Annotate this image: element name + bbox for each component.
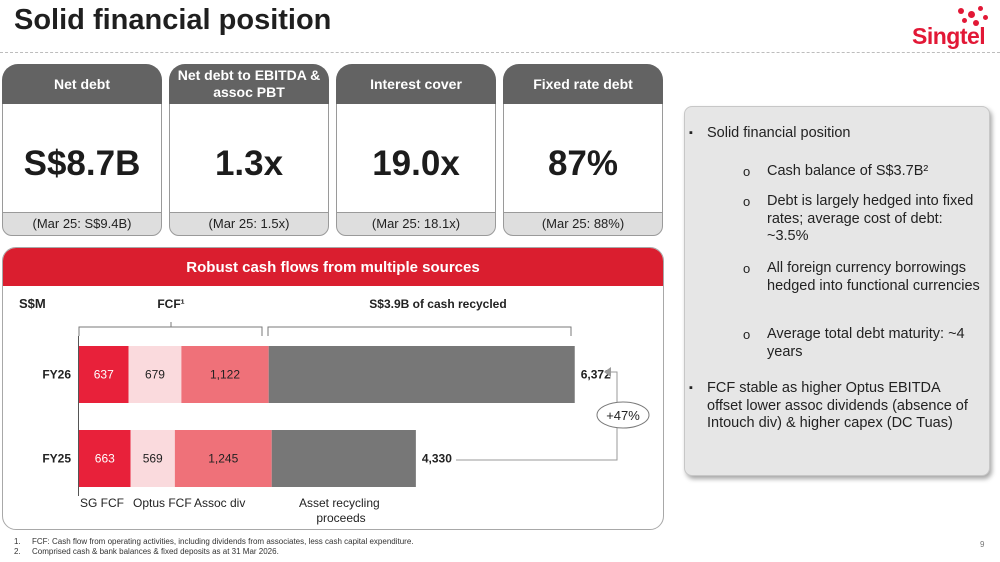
sub-bullet-item: o Cash balance of S$3.7B² (743, 163, 929, 179)
bar-value-label: 637 (94, 368, 114, 382)
kpi-card-fixed-rate-debt: Fixed rate debt 87% (Mar 25: 88%) (503, 64, 663, 236)
category-label: FY25 (42, 452, 71, 466)
bullet-square-icon: ▪ (689, 127, 693, 139)
cash-flow-panel-title: Robust cash flows from multiple sources (3, 248, 663, 286)
bullet-circle-icon: o (743, 261, 751, 276)
sub-bullet-item: o Average total debt maturity: ~4 years (743, 326, 965, 360)
bar-value-label: 663 (95, 452, 115, 466)
kpi-comparison: (Mar 25: S$9.4B) (2, 212, 162, 236)
bar-value-label: 1,245 (208, 452, 238, 466)
legend-assoc-div: Assoc div (194, 496, 245, 510)
bullet-circle-icon: o (743, 194, 751, 209)
kpi-value: 87% (503, 104, 663, 225)
kpi-label: Net debt to EBITDA & assoc PBT (169, 64, 329, 104)
kpi-card-net-debt-to-ebitda: Net debt to EBITDA & assoc PBT 1.3x (Mar… (169, 64, 329, 236)
legend-sg-fcf: SG FCF (80, 496, 124, 510)
footnotes: 1. FCF: Cash flow from operating activiti… (14, 537, 414, 557)
footnote: 2. Comprised cash & bank balances & fixed… (14, 547, 279, 556)
bar-segment (79, 430, 131, 487)
bar-segment (181, 346, 269, 403)
kpi-comparison: (Mar 25: 18.1x) (336, 212, 496, 236)
kpi-label: Interest cover (336, 64, 496, 104)
page-number: 9 (980, 540, 985, 549)
bar-segment (174, 430, 272, 487)
bullet-square-icon: ▪ (689, 382, 693, 394)
recycled-bracket (267, 326, 572, 336)
bullet-item: ▪ Solid financial position (689, 125, 851, 141)
kpi-label: Net debt (2, 64, 162, 104)
kpi-value: 1.3x (169, 104, 329, 225)
bar-value-label: 1,122 (210, 368, 240, 382)
kpi-card-interest-cover: Interest cover 19.0x (Mar 25: 18.1x) (336, 64, 496, 236)
growth-label: +47% (606, 408, 640, 423)
title-divider (0, 52, 1000, 53)
legend-optus-fcf: Optus FCF (133, 496, 192, 510)
bullet-circle-icon: o (743, 164, 751, 179)
bar-segment (128, 346, 182, 403)
bar-segment (79, 346, 129, 403)
bullet-item: ▪ FCF stable as higher Optus EBITDA offse… (689, 380, 968, 431)
cash-flow-chart: S$M FCF¹ S$3.9B of cash recycled FY26 637… (19, 296, 650, 525)
bar-segment (130, 430, 175, 487)
recycled-group-label: S$3.9B of cash recycled (369, 297, 506, 311)
page-title: Solid financial position (14, 4, 332, 36)
bar-segment (268, 346, 575, 403)
bar-segment (271, 430, 416, 487)
bar-total-label: 4,330 (422, 452, 452, 466)
kpi-label: Fixed rate debt (503, 64, 663, 104)
legend-asset-recycling: Asset recycling proceeds (299, 496, 383, 525)
footnote: 1. FCF: Cash flow from operating activiti… (14, 537, 414, 546)
kpi-card-net-debt: Net debt S$8.7B (Mar 25: S$9.4B) (2, 64, 162, 236)
kpi-comparison: (Mar 25: 1.5x) (169, 212, 329, 236)
kpi-comparison: (Mar 25: 88%) (503, 212, 663, 236)
fcf-bracket (78, 322, 263, 336)
unit-label: S$M (19, 296, 46, 311)
key-points-panel: ▪ Solid financial position o Cash balance … (684, 106, 990, 476)
bar-value-label: 569 (143, 452, 163, 466)
growth-arrowhead (604, 367, 611, 377)
bar-value-label: 679 (145, 368, 165, 382)
bullet-circle-icon: o (743, 327, 751, 342)
logo-text: Singtel (912, 23, 986, 49)
singtel-logo: Singtel (912, 4, 992, 52)
sub-bullet-item: o Debt is largely hedged into fixed rates… (743, 193, 974, 244)
category-label: FY26 (42, 368, 71, 382)
cash-flow-panel: Robust cash flows from multiple sources … (2, 247, 664, 530)
kpi-value: 19.0x (336, 104, 496, 225)
sub-bullet-item: o All foreign currency borrowings hedged … (743, 260, 980, 294)
kpi-value: S$8.7B (2, 104, 162, 225)
fcf-group-label: FCF¹ (157, 297, 184, 311)
growth-badge (596, 401, 650, 429)
bar-total-label: 6,372 (581, 368, 611, 382)
